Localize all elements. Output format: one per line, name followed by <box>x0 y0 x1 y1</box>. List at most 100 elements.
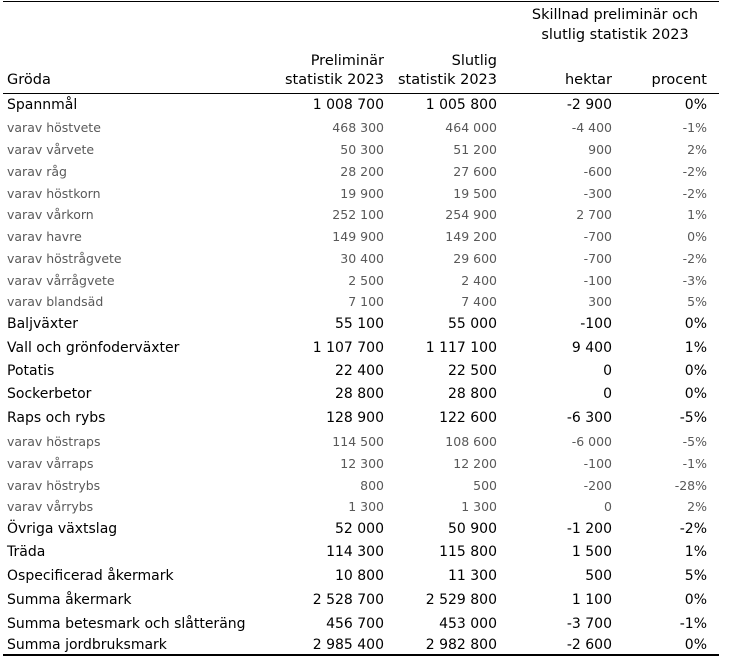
cell-final: 122 600 <box>439 410 497 426</box>
cell-diff-hektar: -2 900 <box>566 97 612 113</box>
cell-diff-hektar: -700 <box>583 229 612 244</box>
cell-crop: varav höstrågvete <box>7 251 122 266</box>
cell-diff-procent: 0% <box>687 229 707 244</box>
cell-crop: varav höstraps <box>7 434 101 449</box>
cell-final: 2 982 800 <box>425 637 497 653</box>
cell-diff-hektar: -3 700 <box>566 616 612 632</box>
cell-diff-hektar: 2 700 <box>576 207 612 222</box>
cell-diff-hektar: 1 500 <box>571 544 612 560</box>
cell-final: 22 500 <box>448 363 497 379</box>
cell-diff-hektar: -600 <box>583 164 612 179</box>
cell-crop: Potatis <box>7 363 55 379</box>
cell-final: 1 300 <box>461 499 497 514</box>
cell-diff-hektar: -200 <box>583 478 612 493</box>
cell-diff-procent: -3% <box>682 273 707 288</box>
cell-prelim: 28 200 <box>340 164 384 179</box>
cell-diff-hektar: 300 <box>588 294 612 309</box>
cell-prelim: 252 100 <box>332 207 384 222</box>
header-prelim-line1: Preliminär <box>310 53 384 69</box>
cell-crop: Summa jordbruksmark <box>7 637 167 653</box>
cell-diff-hektar: -4 400 <box>571 120 612 135</box>
cell-diff-hektar: -100 <box>583 273 612 288</box>
cell-final: 108 600 <box>445 434 497 449</box>
cell-prelim: 456 700 <box>326 616 384 632</box>
cell-prelim: 55 100 <box>335 316 384 332</box>
cell-final: 453 000 <box>439 616 497 632</box>
cell-prelim: 128 900 <box>326 410 384 426</box>
cell-final: 254 900 <box>445 207 497 222</box>
cell-prelim: 28 800 <box>335 386 384 402</box>
cell-prelim: 50 300 <box>340 142 384 157</box>
cell-crop: varav vårrybs <box>7 499 94 514</box>
cell-crop: Övriga växtslag <box>7 521 118 537</box>
cell-final: 27 600 <box>453 164 497 179</box>
cell-diff-procent: -5% <box>682 434 707 449</box>
cell-prelim: 2 528 700 <box>312 592 384 608</box>
cell-final: 19 500 <box>453 186 497 201</box>
cell-diff-hektar: -100 <box>580 316 612 332</box>
cell-prelim: 2 985 400 <box>312 637 384 653</box>
cell-final: 2 400 <box>461 273 497 288</box>
header-final-line1: Slutlig <box>451 53 497 69</box>
cell-diff-procent: 1% <box>684 544 707 560</box>
cell-final: 7 400 <box>461 294 497 309</box>
cell-final: 2 529 800 <box>425 592 497 608</box>
cell-prelim: 114 300 <box>326 544 384 560</box>
cell-final: 115 800 <box>439 544 497 560</box>
cell-prelim: 1 107 700 <box>312 340 384 356</box>
cell-prelim: 1 300 <box>348 499 384 514</box>
cell-diff-hektar: 0 <box>603 363 612 379</box>
cell-crop: Raps och rybs <box>7 410 106 426</box>
header-group-line1: Skillnad preliminär och <box>531 7 699 23</box>
cell-crop: varav höstkorn <box>7 186 101 201</box>
cell-diff-procent: -2% <box>682 164 707 179</box>
cell-crop: Spannmål <box>7 97 78 113</box>
cell-diff-hektar: -6 300 <box>566 410 612 426</box>
cell-crop: Baljväxter <box>7 316 78 332</box>
cell-diff-procent: 1% <box>687 207 707 222</box>
top-rule <box>3 1 719 2</box>
cell-final: 1 005 800 <box>425 97 497 113</box>
cell-final: 12 200 <box>453 456 497 471</box>
cell-crop: Summa betesmark och slåtteräng <box>7 616 246 632</box>
header-final-line2: statistik 2023 <box>397 72 497 88</box>
cell-final: 29 600 <box>453 251 497 266</box>
cell-crop: Träda <box>7 544 46 560</box>
cell-diff-procent: -2% <box>682 186 707 201</box>
cell-prelim: 10 800 <box>335 568 384 584</box>
cell-final: 28 800 <box>448 386 497 402</box>
cell-prelim: 468 300 <box>332 120 384 135</box>
cell-diff-hektar: -700 <box>583 251 612 266</box>
cell-diff-hektar: 1 100 <box>571 592 612 608</box>
header-group-line2: slutlig statistik 2023 <box>541 27 689 43</box>
cell-prelim: 22 400 <box>335 363 384 379</box>
cell-prelim: 30 400 <box>340 251 384 266</box>
cell-crop: varav blandsäd <box>7 294 104 309</box>
cell-diff-procent: 0% <box>684 592 707 608</box>
cell-crop: varav havre <box>7 229 82 244</box>
cell-diff-procent: 0% <box>684 363 707 379</box>
cell-crop: varav råg <box>7 164 67 179</box>
cell-diff-procent: 5% <box>684 568 707 584</box>
cell-prelim: 800 <box>360 478 384 493</box>
cell-crop: Summa åkermark <box>7 592 132 608</box>
cell-diff-hektar: -6 000 <box>571 434 612 449</box>
cell-prelim: 1 008 700 <box>312 97 384 113</box>
cell-diff-procent: -2% <box>679 521 707 537</box>
cell-diff-procent: -1% <box>682 120 707 135</box>
cell-diff-hektar: -300 <box>583 186 612 201</box>
cell-final: 464 000 <box>445 120 497 135</box>
cell-diff-procent: 0% <box>684 97 707 113</box>
cell-diff-procent: -1% <box>682 456 707 471</box>
cell-diff-procent: 5% <box>687 294 707 309</box>
header-prelim-line2: statistik 2023 <box>284 72 384 88</box>
cell-diff-procent: -2% <box>682 251 707 266</box>
cell-diff-hektar: -100 <box>583 456 612 471</box>
cell-diff-hektar: -2 600 <box>566 637 612 653</box>
header-rule <box>3 93 719 94</box>
cell-final: 55 000 <box>448 316 497 332</box>
cell-diff-procent: -5% <box>679 410 707 426</box>
cell-final: 11 300 <box>448 568 497 584</box>
header-procent: procent <box>651 72 708 88</box>
